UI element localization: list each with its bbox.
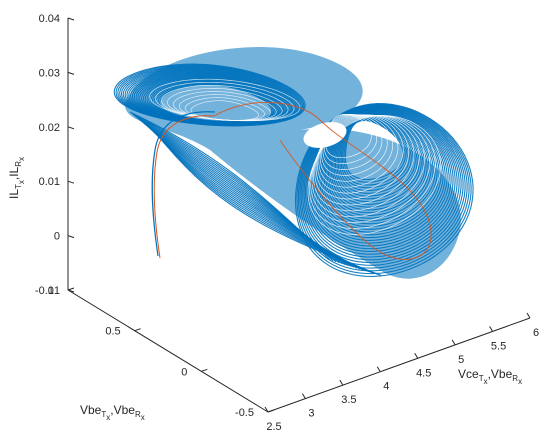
y-tick-mark <box>267 409 275 413</box>
z-tick-mark <box>67 180 75 184</box>
z-tick-mark <box>67 17 75 21</box>
y-tick-mark <box>67 287 75 291</box>
y-ticks: -0.5 0 0.5 1 <box>48 285 275 419</box>
z-tick-label: 0.04 <box>39 13 60 25</box>
y-tick-label: 0 <box>181 366 187 378</box>
attractor-band <box>155 132 382 276</box>
y-tick-label: 1 <box>48 285 54 297</box>
series-overlay <box>151 101 432 260</box>
z-tick-label: 0.02 <box>39 122 60 134</box>
transient-tail-blue <box>151 111 216 257</box>
attractor-filament <box>190 100 259 121</box>
y-tick-label: -0.5 <box>235 407 254 419</box>
x-tick-mark <box>414 353 419 359</box>
z-tick-label: 0 <box>54 231 60 243</box>
z-tick-mark <box>67 235 75 239</box>
attractor-density <box>125 47 461 279</box>
x-tick-label: 3.5 <box>341 394 356 406</box>
z-tick-label: -0.01 <box>35 285 60 297</box>
x-ticks: 2.5 3 3.5 4 4.5 5 5.5 6 <box>264 312 539 433</box>
z-tick-mark <box>67 71 75 75</box>
x-tick-label: 5.5 <box>491 340 506 352</box>
z-tick-label: 0.03 <box>39 67 60 79</box>
x-axis-line <box>267 317 531 413</box>
x-tick-mark <box>264 406 269 413</box>
transient-tail-red <box>153 115 215 259</box>
x-tick-label: 4.5 <box>416 367 431 379</box>
x-tick-mark <box>339 379 344 386</box>
z-axis-label: ILTx,ILRx <box>7 157 26 199</box>
x-tick-label: 2.5 <box>266 421 281 433</box>
x-tick-label: 5 <box>458 354 464 366</box>
z-tick-mark <box>67 126 75 130</box>
x-tick-mark <box>451 339 456 346</box>
x-tick-label: 3 <box>308 408 314 420</box>
overlay-orbit <box>213 101 432 260</box>
x-tick-mark <box>301 393 306 399</box>
z-tick-mark <box>67 289 75 293</box>
x-tick-mark <box>489 326 494 332</box>
x-tick-label: 4 <box>383 381 389 393</box>
x-tick-mark <box>526 312 531 319</box>
x-tick-label: 6 <box>533 327 539 339</box>
z-tick-label: 0.01 <box>39 176 60 188</box>
y-tick-mark <box>134 328 141 332</box>
x-axis-label: VceTx,VbeRx <box>458 367 522 386</box>
x-tick-mark <box>376 366 381 372</box>
y-tick-label: 0.5 <box>105 326 120 338</box>
y-axis-label: VbeTx,VbeRx <box>80 403 145 422</box>
series-attractor <box>113 47 474 279</box>
y-tick-mark <box>201 368 208 372</box>
attractor-filament <box>325 113 372 159</box>
z-ticks: -0.01 0 0.01 0.02 0.03 0.04 <box>35 13 75 297</box>
y-axis-line <box>67 289 269 413</box>
